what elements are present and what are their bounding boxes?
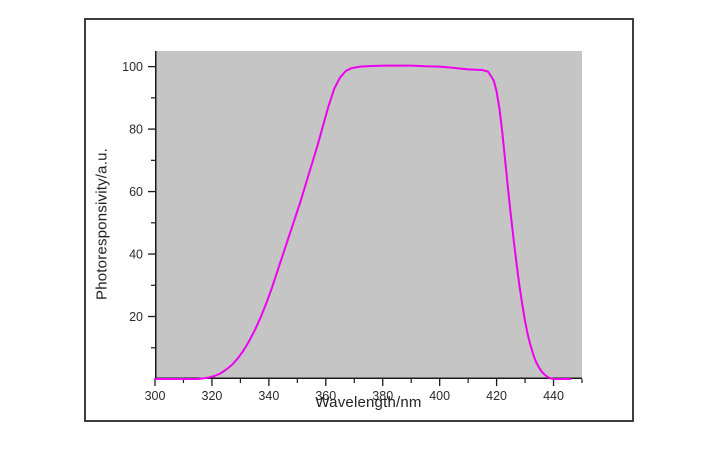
y-axis-title: Photoresponsivity/a.u. [93, 148, 111, 300]
y-tick-label: 80 [129, 123, 143, 137]
y-tick-label: 100 [122, 60, 143, 74]
y-tick-label: 20 [129, 310, 143, 324]
y-tick-label: 60 [129, 185, 143, 199]
x-axis-title: Wavelength/nm [315, 394, 422, 411]
x-tick-label: 440 [543, 389, 564, 403]
x-tick-label: 360 [315, 389, 336, 403]
photoresponsivity-curve [154, 64, 572, 380]
x-tick-label: 300 [145, 389, 166, 403]
y-tick-label: 40 [129, 248, 143, 262]
x-tick-label: 320 [202, 389, 223, 403]
plot-svg: 300 320 340 360 380 400 420 440 20 40 60 80 100 [122, 51, 583, 403]
x-tick-label: 340 [258, 389, 279, 403]
x-tick-label: 380 [372, 389, 393, 403]
x-tick-label: 400 [429, 389, 450, 403]
x-tick-label: 420 [486, 389, 507, 403]
